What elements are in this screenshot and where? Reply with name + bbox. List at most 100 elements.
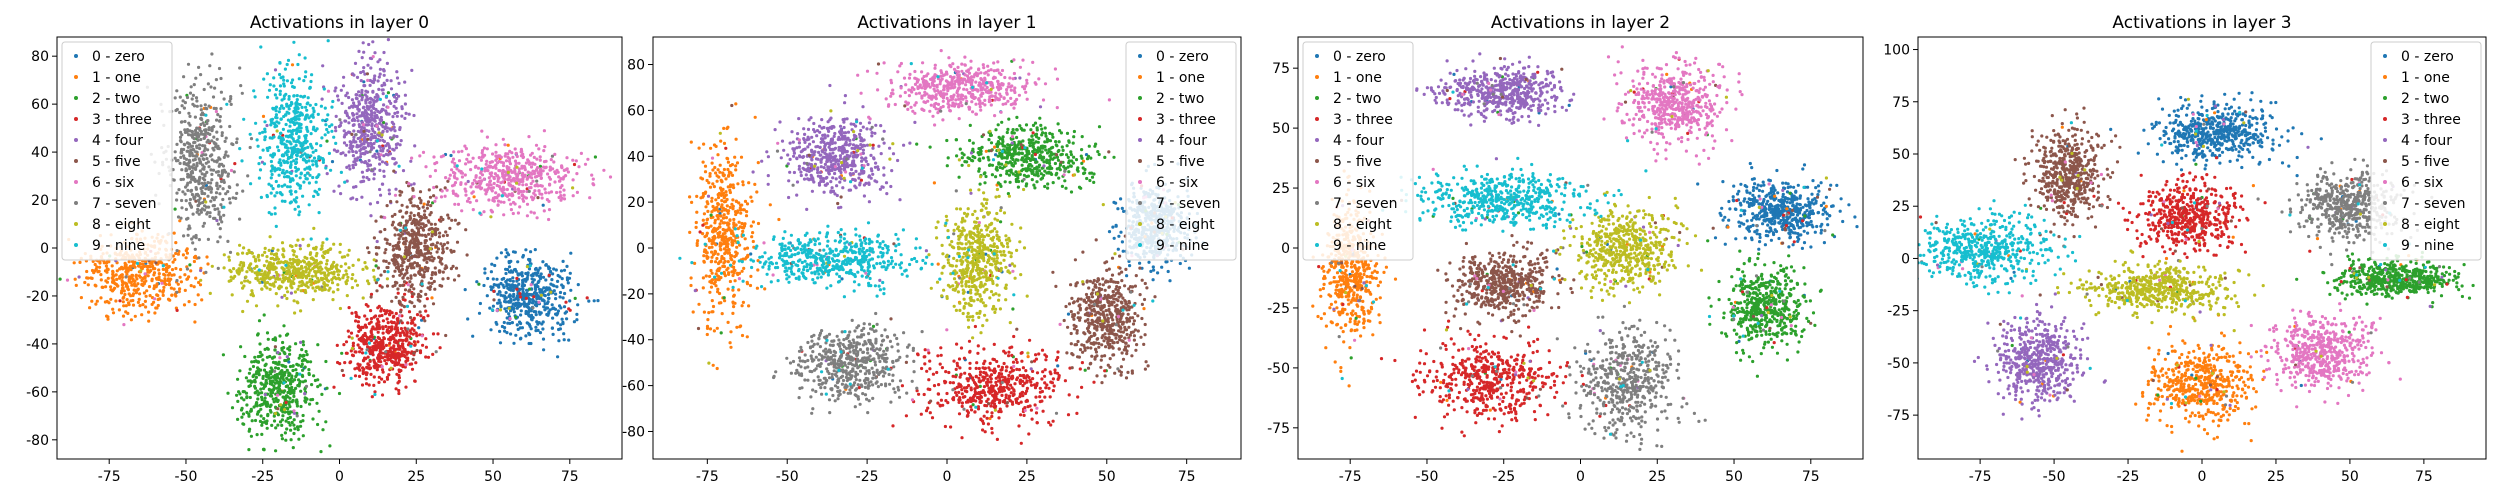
data-point: [347, 306, 351, 310]
data-point: [342, 373, 346, 377]
data-point: [201, 184, 205, 188]
data-point: [189, 173, 193, 177]
data-point: [410, 294, 414, 299]
data-point: [218, 192, 222, 196]
data-point: [376, 365, 380, 369]
data-point: [153, 311, 157, 315]
data-point: [154, 285, 158, 289]
data-point: [547, 286, 551, 290]
data-point: [419, 241, 423, 245]
data-point: [175, 290, 179, 294]
data-point: [369, 66, 373, 70]
data-point: [344, 119, 348, 123]
data-point: [373, 95, 377, 99]
data-point: [212, 204, 216, 208]
data-point: [576, 303, 580, 307]
data-point: [274, 277, 278, 281]
data-point: [531, 298, 535, 302]
data-point: [189, 189, 193, 193]
data-point: [197, 143, 202, 147]
data-point: [236, 252, 240, 256]
data-point: [271, 246, 275, 251]
data-point: [508, 279, 512, 283]
data-point: [90, 268, 95, 273]
data-point: [152, 273, 156, 277]
data-point: [202, 123, 207, 128]
data-point: [377, 380, 381, 384]
data-point: [229, 275, 233, 279]
data-point: [518, 205, 522, 209]
data-point: [360, 351, 365, 355]
data-point: [419, 222, 423, 226]
data-point: [319, 104, 323, 108]
data-point: [255, 264, 259, 268]
data-point: [506, 143, 510, 147]
data-point: [477, 156, 481, 160]
data-point: [218, 162, 222, 166]
data-point: [202, 136, 206, 140]
data-point: [455, 167, 459, 171]
data-point: [286, 416, 290, 421]
data-point: [393, 280, 398, 284]
data-point: [204, 270, 208, 274]
data-point: [265, 419, 269, 423]
data-point: [372, 344, 376, 348]
data-point: [253, 257, 258, 261]
data-point: [83, 280, 87, 285]
data-point: [240, 406, 244, 410]
data-point: [498, 341, 503, 345]
data-point: [278, 277, 282, 281]
data-point: [306, 96, 310, 100]
data-point: [420, 282, 424, 286]
data-point: [322, 285, 326, 289]
data-point: [309, 283, 313, 287]
data-point: [196, 207, 200, 211]
data-point: [373, 392, 377, 397]
data-point: [483, 267, 487, 271]
data-point: [356, 119, 360, 123]
data-point: [281, 273, 285, 277]
data-point: [215, 218, 219, 223]
data-point: [507, 265, 512, 269]
data-point: [313, 378, 317, 383]
data-point: [374, 362, 378, 366]
data-point: [377, 246, 381, 250]
data-point: [229, 102, 233, 106]
data-point: [133, 314, 137, 318]
data-point: [380, 368, 385, 372]
data-point: [401, 353, 406, 357]
data-point: [384, 311, 388, 315]
data-point: [253, 391, 257, 395]
data-point: [189, 205, 194, 209]
data-point: [357, 90, 361, 94]
data-point: [218, 115, 222, 119]
data-point: [380, 109, 384, 113]
data-point: [524, 296, 529, 300]
data-point: [464, 162, 468, 166]
data-point: [401, 329, 405, 334]
data-point: [452, 249, 456, 253]
data-point: [186, 181, 190, 185]
data-point: [401, 261, 405, 265]
data-point: [210, 128, 214, 132]
data-point: [412, 287, 416, 291]
data-point: [455, 177, 459, 181]
data-point: [489, 164, 493, 168]
data-point: [336, 288, 340, 292]
data-point: [519, 321, 523, 326]
data-point: [110, 264, 114, 268]
data-point: [201, 121, 205, 125]
data-point: [548, 165, 552, 169]
data-point: [527, 309, 531, 313]
data-point: [254, 276, 258, 281]
data-point: [281, 280, 285, 284]
data-point: [301, 259, 305, 263]
data-point: [318, 383, 322, 387]
data-point: [141, 283, 145, 287]
data-point: [431, 243, 435, 247]
data-point: [178, 219, 182, 223]
data-point: [298, 353, 302, 357]
data-point: [497, 290, 502, 294]
data-point: [559, 198, 563, 202]
data-point: [559, 269, 564, 273]
